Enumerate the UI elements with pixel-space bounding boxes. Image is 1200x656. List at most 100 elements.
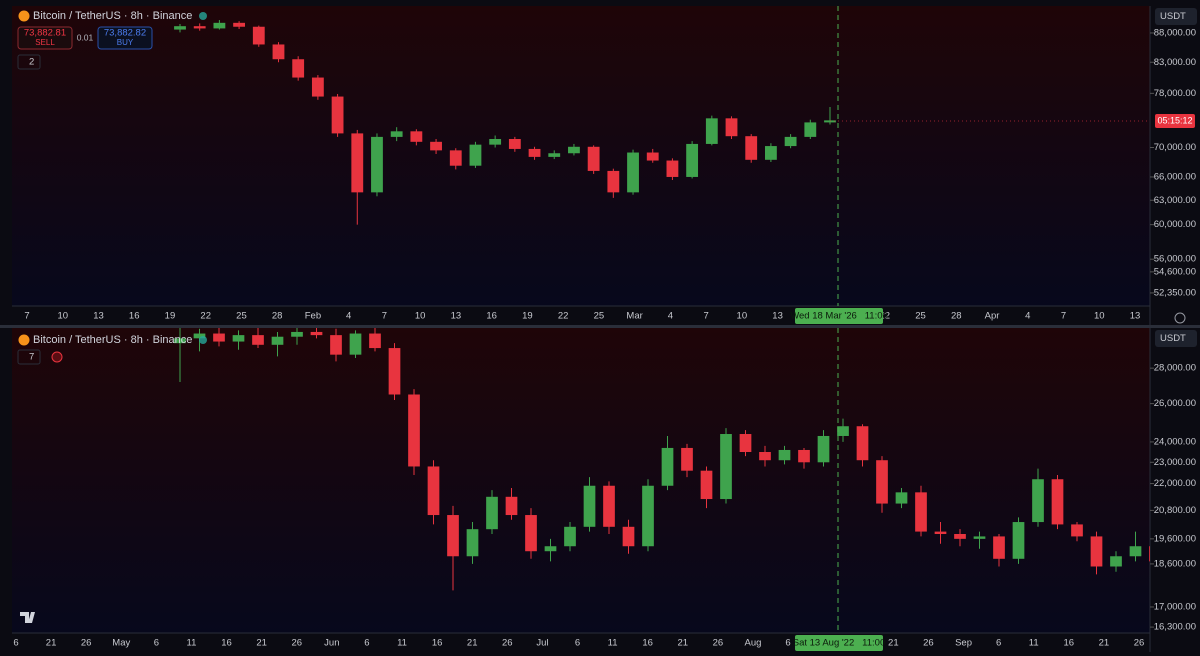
y-tick-label: 83,000.00 (1154, 57, 1196, 68)
x-tick-label: 7 (24, 311, 29, 322)
x-tick-label: 4 (1025, 311, 1030, 322)
y-tick-label: 16,300.00 (1154, 622, 1196, 633)
candle-body (837, 426, 849, 436)
candle-body (410, 131, 423, 142)
x-tick-label: 6 (13, 638, 18, 649)
candle-body (193, 333, 206, 339)
alert-icon (51, 351, 63, 363)
buy-box[interactable] (97, 26, 153, 50)
x-tick-label: 19 (522, 311, 533, 322)
candle-body (427, 466, 440, 516)
candle-body (272, 44, 285, 60)
candle-body (745, 136, 758, 160)
candle-body (725, 118, 738, 137)
x-tick-label: 16 (129, 311, 140, 322)
candle-body (252, 26, 265, 45)
candle-body (408, 394, 420, 467)
x-tick-label: 11 (397, 638, 407, 649)
x-tick-label: 13 (772, 311, 783, 322)
indicator-count: 2 (29, 57, 34, 68)
y-tick-label: 22,000.00 (1154, 478, 1196, 489)
y-tick-label: 28,000.00 (1154, 363, 1196, 374)
candles (174, 20, 836, 225)
candle-body (622, 526, 635, 547)
x-tick-label: 10 (737, 311, 748, 322)
currency-box[interactable] (1155, 330, 1197, 347)
candle-body (351, 133, 364, 193)
y-tick-label: 54,600.00 (1154, 266, 1196, 277)
x-tick-label: 11 (608, 638, 618, 649)
x-tick-label: 21 (677, 638, 688, 649)
x-tick-label: 7 (703, 311, 708, 322)
candle-body (895, 492, 908, 504)
candle-body (271, 336, 284, 345)
x-tick-label: 25 (594, 311, 605, 322)
x-tick-label: Sep (955, 638, 972, 649)
y-tick-label: 17,000.00 (1154, 601, 1196, 612)
candle-body (330, 335, 342, 355)
candle-body (661, 447, 674, 486)
y-tick-label: 26,000.00 (1154, 398, 1196, 409)
x-tick-label: 19 (165, 311, 176, 322)
candle-body (1012, 522, 1025, 559)
candle-body (213, 333, 225, 342)
candle-body (804, 122, 817, 137)
x-tick-label: 21 (1099, 638, 1110, 649)
legend-toggle[interactable] (17, 54, 41, 70)
currency-box[interactable] (1155, 8, 1197, 25)
symbol-title[interactable]: Bitcoin / TetherUS · 8h · Binance (33, 334, 192, 346)
candle-body (310, 331, 323, 336)
y-tick-label: 23,000.00 (1154, 457, 1196, 468)
x-tick-label: Aug (745, 638, 762, 649)
x-tick-label: 21 (256, 638, 267, 649)
crosshair-label-bg (795, 635, 883, 651)
candle-body (213, 22, 226, 29)
x-tick-label: 6 (364, 638, 369, 649)
y-tick-label: 18,600.00 (1154, 558, 1196, 569)
currency: USDT (1160, 333, 1186, 344)
legend-toggle[interactable] (17, 349, 41, 365)
x-tick-label: 16 (1064, 638, 1075, 649)
crosshair-label: Wed 18 Mar '26 11:00 (790, 311, 888, 322)
candle-body (525, 515, 537, 552)
x-tick-label: 11 (1029, 638, 1039, 649)
candle-body (642, 485, 654, 547)
x-tick-label: 25 (236, 311, 247, 322)
status-dot (199, 12, 207, 20)
x-tick-label: 6 (996, 638, 1001, 649)
candle-body (759, 452, 771, 461)
candle-body (681, 447, 693, 471)
x-tick-label: Apr (985, 311, 1000, 322)
candle-body (954, 533, 966, 539)
candle-body (583, 485, 596, 527)
candle-body (798, 449, 810, 463)
settings-icon[interactable] (1174, 312, 1186, 324)
symbol-title[interactable]: Bitcoin / TetherUS · 8h · Binance (33, 10, 192, 22)
candle-body (193, 26, 206, 29)
indicator-count: 7 (29, 352, 34, 363)
x-tick-label: 16 (486, 311, 497, 322)
candle-body (466, 529, 479, 557)
pane-bg (12, 328, 1150, 633)
coin-icon (18, 334, 30, 346)
buy-label: BUY (117, 38, 134, 47)
candle-body (778, 449, 791, 461)
x-tick-label: 22 (880, 311, 891, 322)
x-tick-label: 6 (154, 638, 159, 649)
sell-price: 73,882.81 (24, 28, 66, 39)
x-tick-label: 10 (415, 311, 426, 322)
candle-body (449, 150, 462, 166)
candle-body (564, 526, 576, 547)
sell-box[interactable] (17, 26, 73, 50)
candle-body (486, 496, 498, 530)
x-tick-label: 21 (888, 638, 899, 649)
candle-body (765, 146, 777, 160)
y-tick-label: 66,000.00 (1154, 171, 1196, 182)
y-tick-label: 70,000.00 (1154, 142, 1196, 153)
status-dot (199, 336, 207, 344)
candle-body (720, 434, 732, 500)
candle-body (568, 146, 580, 154)
candle-body (700, 470, 713, 500)
x-tick-label: 16 (642, 638, 653, 649)
candle-body (876, 460, 888, 504)
